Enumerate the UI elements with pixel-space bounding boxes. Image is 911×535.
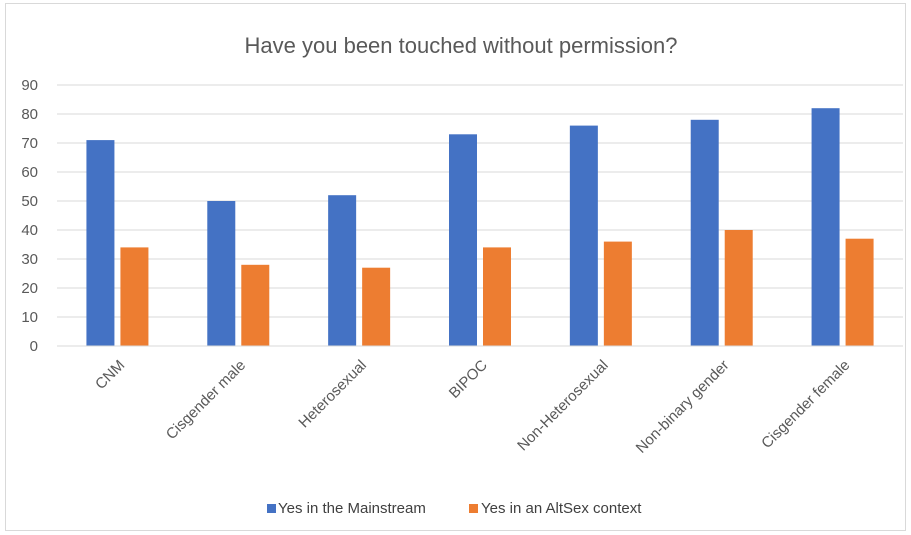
legend-swatch — [469, 504, 478, 513]
x-tick-label: CNM — [92, 357, 128, 393]
bar-mainstream-5 — [690, 119, 719, 346]
bar-altsex-1 — [241, 264, 270, 346]
legend: Yes in the Mainstream Yes in an AltSex co… — [267, 500, 642, 517]
bar-altsex-4 — [603, 241, 632, 346]
y-tick-label: 10 — [21, 309, 38, 326]
bar-mainstream-0 — [86, 140, 115, 346]
bars — [86, 108, 874, 346]
bar-altsex-3 — [483, 247, 511, 346]
y-tick-label: 30 — [21, 251, 38, 268]
legend-label: Yes in an AltSex context — [481, 500, 642, 517]
bar-mainstream-4 — [569, 125, 598, 346]
legend-swatch — [267, 504, 276, 513]
y-tick-label: 80 — [21, 106, 38, 123]
bar-mainstream-1 — [207, 201, 236, 346]
legend-label: Yes in the Mainstream — [278, 500, 426, 517]
y-axis: 0 10 20 30 40 50 60 70 80 90 — [21, 77, 38, 355]
bar-mainstream-3 — [449, 134, 477, 346]
y-tick-label: 20 — [21, 280, 38, 297]
chart-area: Have you been touched without permission… — [5, 3, 906, 531]
bar-mainstream-2 — [328, 195, 357, 346]
gridlines — [57, 84, 903, 318]
bar-altsex-0 — [120, 247, 149, 346]
bar-altsex-6 — [845, 238, 874, 346]
x-tick-label: Cisgender female — [758, 357, 853, 452]
x-tick-label: Heterosexual — [295, 357, 370, 432]
chart-title: Have you been touched without permission… — [245, 33, 678, 58]
y-tick-label: 90 — [21, 77, 38, 94]
x-tick-label: BIPOC — [446, 357, 491, 402]
y-tick-label: 50 — [21, 193, 38, 210]
bar-altsex-2 — [362, 267, 391, 346]
x-tick-label: Non-Heterosexual — [514, 357, 612, 455]
bar-chart: Have you been touched without permission… — [21, 33, 903, 517]
y-tick-label: 40 — [21, 222, 38, 239]
x-tick-label: Non-binary gender — [633, 357, 733, 457]
bar-altsex-5 — [724, 230, 753, 346]
y-tick-label: 70 — [21, 135, 38, 152]
x-axis: CNM Cisgender male Heterosexual BIPOC Non-He… — [57, 345, 903, 457]
y-tick-label: 0 — [30, 338, 38, 355]
y-tick-label: 60 — [21, 164, 38, 181]
x-tick-label: Cisgender male — [163, 357, 249, 443]
bar-mainstream-6 — [811, 108, 840, 346]
